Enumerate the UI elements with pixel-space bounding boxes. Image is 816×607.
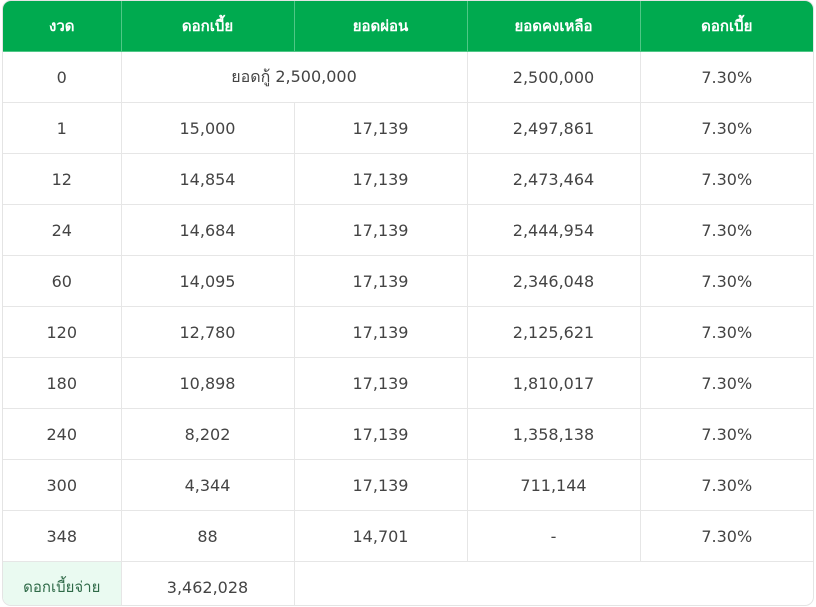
cell-period: 60 [3,255,122,307]
cell-interest: 14,095 [121,255,295,307]
table-header-row: งวด ดอกเบี้ย ยอดผ่อน ยอดคงเหลือ ดอกเบี้ย [3,1,813,52]
cell-balance: 2,346,048 [467,255,641,307]
cell-interest: 4,344 [121,459,295,511]
cell-balance: - [467,510,641,562]
cell-balance: 711,144 [467,459,641,511]
cell-interest: 14,854 [121,153,295,205]
total-interest-label: ดอกเบี้ยจ่าย [3,561,122,605]
cell-period: 240 [3,408,122,460]
header-balance: ยอดคงเหลือ [467,1,641,52]
cell-payment: 17,139 [294,357,468,409]
cell-balance: 1,810,017 [467,357,641,409]
cell-rate: 7.30% [640,408,813,460]
cell-payment: 17,139 [294,306,468,358]
header-rate: ดอกเบี้ย [640,1,813,52]
table-row-initial: 0 ยอดกู้ 2,500,000 2,500,000 7.30% [3,51,813,103]
cell-interest: 12,780 [121,306,295,358]
table-row: 180 10,898 17,139 1,810,017 7.30% [3,357,813,409]
cell-balance: 1,358,138 [467,408,641,460]
table-body: 0 ยอดกู้ 2,500,000 2,500,000 7.30% 1 15,0… [3,51,813,606]
table-row: 120 12,780 17,139 2,125,621 7.30% [3,306,813,358]
cell-rate: 7.30% [640,357,813,409]
cell-interest: 10,898 [121,357,295,409]
cell-balance: 2,500,000 [467,51,641,103]
cell-rate: 7.30% [640,204,813,256]
cell-period: 24 [3,204,122,256]
cell-period: 180 [3,357,122,409]
total-interest-value: 3,462,028 [121,561,295,605]
total-row: ดอกเบี้ยจ่าย 3,462,028 [3,561,813,606]
cell-rate: 7.30% [640,102,813,154]
cell-period: 1 [3,102,122,154]
cell-period: 12 [3,153,122,205]
cell-period: 348 [3,510,122,562]
cell-payment: 17,139 [294,408,468,460]
table-row: 300 4,344 17,139 711,144 7.30% [3,459,813,511]
amortization-table: งวด ดอกเบี้ย ยอดผ่อน ยอดคงเหลือ ดอกเบี้ย… [3,1,813,606]
cell-payment: 17,139 [294,153,468,205]
cell-balance: 2,444,954 [467,204,641,256]
header-payment: ยอดผ่อน [294,1,468,52]
total-row-blank [294,562,813,606]
table-row: 24 14,684 17,139 2,444,954 7.30% [3,204,813,256]
cell-rate: 7.30% [640,510,813,562]
cell-payment: 17,139 [294,255,468,307]
cell-payment: 17,139 [294,102,468,154]
cell-rate: 7.30% [640,153,813,205]
cell-period: 300 [3,459,122,511]
table-row: 1 15,000 17,139 2,497,861 7.30% [3,102,813,154]
table-row: 348 88 14,701-7.30% [3,510,813,562]
cell-balance: 2,473,464 [467,153,641,205]
cell-payment: 17,139 [294,204,468,256]
cell-period: 0 [3,51,122,103]
header-period: งวด [3,1,122,52]
cell-balance: 2,497,861 [467,102,641,154]
cell-rate: 7.30% [640,306,813,358]
cell-payment: 17,139 [294,459,468,511]
cell-rate: 7.30% [640,459,813,511]
cell-interest: 8,202 [121,408,295,460]
cell-interest: 15,000 [121,102,295,154]
table-row: 60 14,095 17,139 2,346,048 7.30% [3,255,813,307]
cell-period: 120 [3,306,122,358]
table-row: 12 14,854 17,139 2,473,464 7.30% [3,153,813,205]
table-row: 240 8,202 17,139 1,358,138 7.30% [3,408,813,460]
header-interest: ดอกเบี้ย [121,1,295,52]
cell-balance: 2,125,621 [467,306,641,358]
cell-payment: 14,701 [294,510,468,562]
cell-rate: 7.30% [640,51,813,103]
cell-rate: 7.30% [640,255,813,307]
cell-interest: 88 [121,510,295,562]
cell-interest: 14,684 [121,204,295,256]
cell-loan-amount: ยอดกู้ 2,500,000 [121,51,468,103]
